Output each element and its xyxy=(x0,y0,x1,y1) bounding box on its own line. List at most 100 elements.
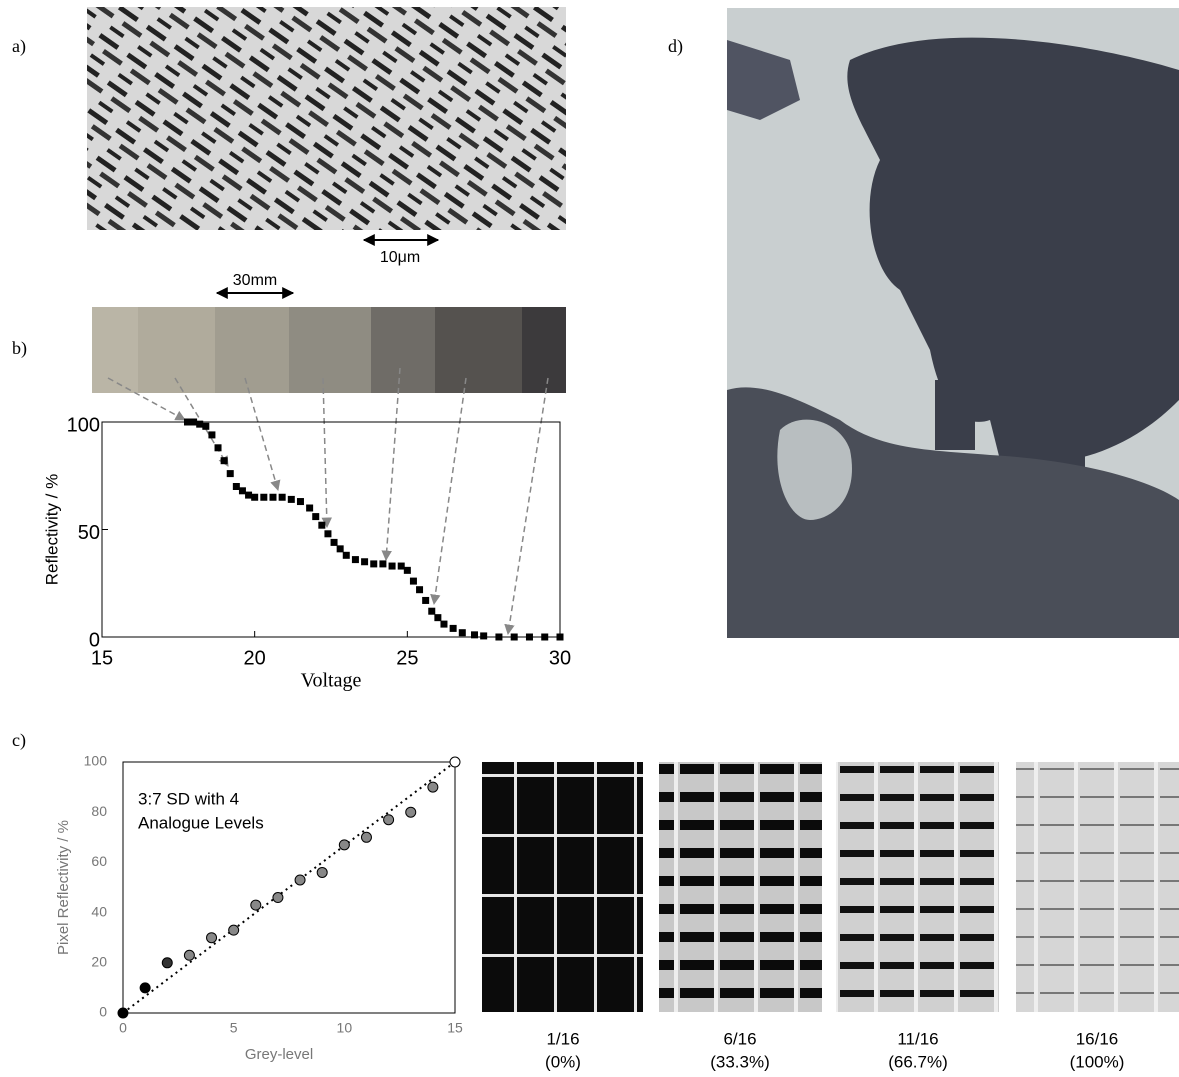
y-tick-label: 60 xyxy=(91,853,107,869)
point xyxy=(140,983,150,993)
y-tick-label: 50 xyxy=(78,522,100,544)
point xyxy=(324,530,331,537)
swatch xyxy=(289,307,371,393)
point xyxy=(318,522,325,529)
swatch-arrows xyxy=(108,368,548,634)
y-tick-label: 40 xyxy=(91,903,107,919)
x-tick-label: 20 xyxy=(244,647,266,669)
point xyxy=(370,560,377,567)
point xyxy=(202,423,209,430)
swatch xyxy=(522,307,566,393)
y-tick-label: 0 xyxy=(89,629,100,651)
point xyxy=(526,634,533,641)
arrow xyxy=(245,378,278,490)
point xyxy=(416,586,423,593)
point xyxy=(118,1008,128,1018)
point xyxy=(317,867,327,877)
point xyxy=(352,556,359,563)
point xyxy=(406,807,416,817)
swatch xyxy=(92,307,138,393)
x-tick-label: 0 xyxy=(119,1020,127,1036)
point xyxy=(288,496,295,503)
point xyxy=(207,933,217,943)
point xyxy=(480,632,487,639)
panel-label: b) xyxy=(12,338,27,359)
x-tick-label: 10 xyxy=(337,1020,353,1036)
point xyxy=(450,625,457,632)
x-tick-label: 25 xyxy=(396,647,418,669)
point xyxy=(361,558,368,565)
scale-bar-label: 30mm xyxy=(233,272,277,289)
swatch-percent: (0%) xyxy=(545,1052,581,1071)
annotation: Analogue Levels xyxy=(138,813,264,832)
y-tick-label: 80 xyxy=(91,803,107,819)
point xyxy=(227,470,234,477)
point xyxy=(273,893,283,903)
point xyxy=(306,505,313,512)
point xyxy=(459,629,466,636)
point xyxy=(279,494,286,501)
point xyxy=(379,560,386,567)
point xyxy=(229,925,239,935)
pixel-image xyxy=(482,762,643,1012)
swatch-fraction: 16/16 xyxy=(1076,1029,1119,1048)
cow-leg xyxy=(1045,360,1085,470)
point xyxy=(450,757,460,767)
point xyxy=(398,563,405,570)
point xyxy=(557,634,564,641)
cow-leg xyxy=(935,380,975,450)
x-tick-label: 30 xyxy=(549,647,571,669)
point xyxy=(295,875,305,885)
point xyxy=(361,832,371,842)
point xyxy=(339,840,349,850)
point xyxy=(434,614,441,621)
point xyxy=(162,958,172,968)
point xyxy=(440,621,447,628)
point xyxy=(251,900,261,910)
point xyxy=(422,597,429,604)
y-tick-label: 0 xyxy=(99,1004,107,1020)
point xyxy=(190,419,197,426)
point xyxy=(184,419,191,426)
scale-bar-label: 10μm xyxy=(380,249,420,266)
point xyxy=(404,567,411,574)
point xyxy=(245,492,252,499)
point xyxy=(297,498,304,505)
x-tick-label: 5 xyxy=(230,1020,238,1036)
point xyxy=(208,431,215,438)
y-axis-label: Pixel Reflectivity / % xyxy=(55,820,72,955)
y-tick-label: 100 xyxy=(84,753,108,769)
display-photo xyxy=(727,8,1179,638)
plot-frame xyxy=(102,422,560,637)
pixel-image xyxy=(1016,762,1179,1012)
arrow xyxy=(508,378,548,634)
swatch-fraction: 11/16 xyxy=(897,1029,938,1048)
arrow xyxy=(434,378,466,604)
arrow xyxy=(323,378,327,527)
point xyxy=(495,634,502,641)
point xyxy=(221,457,228,464)
swatch xyxy=(215,307,289,393)
annotation: 3:7 SD with 4 xyxy=(138,789,239,808)
micrograph xyxy=(87,7,566,230)
x-axis-label: Voltage xyxy=(301,670,362,692)
point xyxy=(233,483,240,490)
arrow xyxy=(386,368,400,560)
point xyxy=(511,634,518,641)
point xyxy=(343,552,350,559)
point xyxy=(269,494,276,501)
point xyxy=(331,539,338,546)
panel-label: a) xyxy=(12,36,26,57)
y-axis-label: Reflectivity / % xyxy=(42,474,61,585)
swatch-strip xyxy=(92,307,566,393)
point xyxy=(428,608,435,615)
point xyxy=(428,782,438,792)
pixel-image xyxy=(836,762,999,1012)
panel-label: d) xyxy=(668,36,683,57)
point xyxy=(541,634,548,641)
point xyxy=(410,578,417,585)
pixel-image xyxy=(659,762,822,1012)
figure: a) b) c) d) 10μm 30mm 1 xyxy=(0,0,1179,1077)
swatch-percent: (66.7%) xyxy=(888,1052,948,1071)
y-tick-label: 20 xyxy=(91,954,107,970)
